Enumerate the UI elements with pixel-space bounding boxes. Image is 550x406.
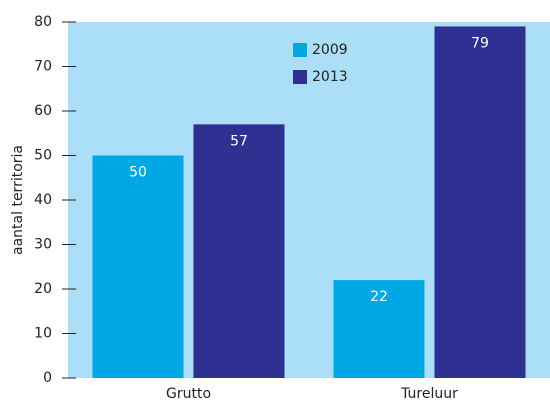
y-tick-label: 80 [34,14,52,30]
y-tick-label: 50 [34,148,52,164]
bar [92,155,184,378]
legend-label: 2009 [312,42,348,58]
x-tick-label: Tureluur [400,386,458,402]
bar [434,26,526,378]
legend-label: 2013 [312,69,348,85]
y-tick-label: 0 [43,370,52,386]
x-tick-label: Grutto [166,386,211,402]
value-label: 22 [370,289,388,305]
y-tick-label: 20 [34,281,52,297]
bar [193,124,285,378]
y-axis-label: aantal territoria [10,145,26,255]
value-label: 57 [230,133,248,149]
y-tick-label: 30 [34,237,52,253]
legend-swatch [293,70,307,84]
y-tick-label: 10 [34,326,52,342]
value-label: 50 [129,165,147,181]
y-tick-label: 60 [34,103,52,119]
bar [333,280,425,378]
y-tick-label: 70 [34,59,52,75]
value-label: 79 [471,35,489,51]
legend-swatch [293,43,307,57]
y-tick-label: 40 [34,192,52,208]
